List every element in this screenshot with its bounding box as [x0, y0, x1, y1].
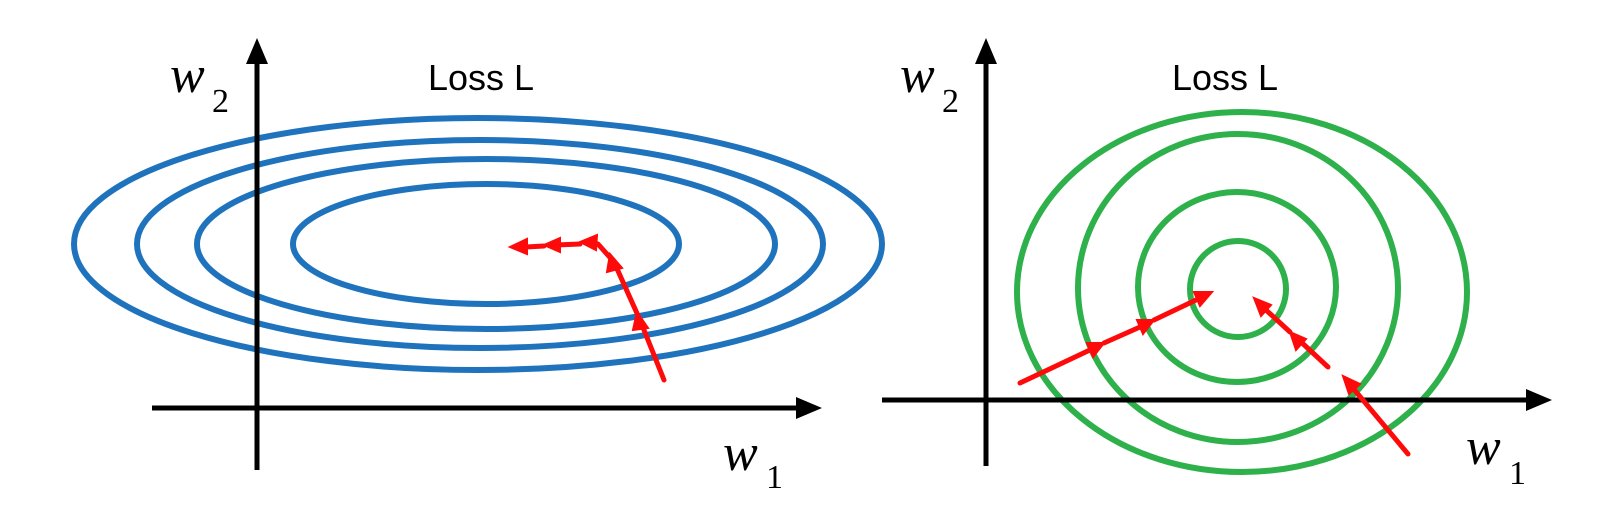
left-y-axis-label: w 2	[170, 47, 229, 120]
right-update-arrowhead	[1341, 374, 1362, 396]
right-update-arrowhead	[1192, 291, 1215, 308]
left-update-segment	[611, 259, 643, 323]
right-contour-ring-4	[1014, 109, 1470, 475]
right-x-axis-arrowhead	[1526, 389, 1552, 411]
right-update-segment	[1151, 297, 1199, 323]
left-update-segment	[637, 317, 667, 383]
right-x-axis-var: w	[1466, 419, 1501, 476]
left-update-segment	[595, 241, 617, 265]
right-contour-ring-3	[1075, 131, 1401, 445]
left-contour-ring-4	[71, 115, 885, 373]
left-x-axis-var: w	[723, 425, 758, 482]
left-update-arrowhead	[541, 236, 561, 254]
right-update-segment	[1017, 346, 1095, 386]
right-x-axis-label: w 1	[1466, 419, 1526, 492]
right-contours	[1014, 109, 1470, 475]
left-x-axis-label: w 1	[723, 425, 783, 496]
right-update-segment	[1297, 338, 1331, 370]
right-y-axis-label: w 2	[900, 47, 959, 120]
right-update-segment	[1101, 324, 1143, 346]
left-contour-ring-2	[194, 156, 778, 332]
left-x-axis-arrowhead	[796, 397, 822, 419]
left-y-axis-arrowhead	[246, 38, 268, 64]
right-contour-ring-2	[1135, 189, 1339, 385]
left-update-arrowhead	[577, 233, 599, 252]
right-y-axis-arrowhead	[975, 38, 997, 64]
left-y-axis-subscript: 2	[212, 83, 229, 120]
right-update-segment	[1263, 307, 1293, 335]
left-contour-ring-1	[290, 181, 682, 307]
right-update-arrowhead	[1288, 330, 1308, 352]
right-update-segment	[1349, 384, 1411, 457]
left-y-axis-var: w	[170, 47, 205, 104]
right-update-arrowhead	[1085, 342, 1107, 359]
left-contour-ring-3	[134, 137, 826, 351]
right-panel-title: Loss L	[1172, 57, 1278, 98]
right-update-path-b	[1252, 296, 1411, 457]
left-x-axis-subscript: 1	[766, 459, 783, 496]
right-y-axis-var: w	[900, 47, 935, 104]
left-axes	[152, 38, 822, 470]
left-update-segment	[523, 243, 547, 250]
left-update-path	[507, 233, 667, 383]
right-x-axis-subscript: 1	[1509, 455, 1526, 492]
right-axes	[882, 38, 1552, 466]
right-update-arrowhead	[1135, 319, 1157, 336]
left-contours	[71, 115, 885, 373]
right-panel: Loss L w 2 w 1	[882, 38, 1552, 492]
left-panel-title: Loss L	[428, 57, 534, 98]
right-contour-ring-1	[1187, 238, 1289, 340]
left-panel: Loss L w 2 w 1	[71, 38, 885, 496]
right-update-arrowhead	[1252, 296, 1273, 318]
right-update-path-a	[1017, 291, 1215, 386]
left-update-arrowhead	[507, 237, 528, 256]
right-y-axis-subscript: 2	[942, 83, 959, 120]
